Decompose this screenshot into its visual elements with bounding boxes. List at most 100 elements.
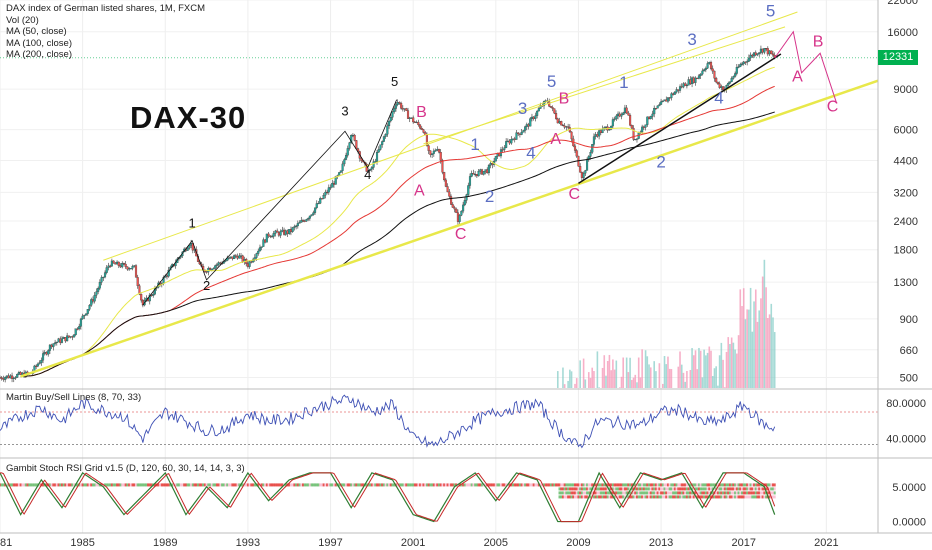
candle-body: [704, 67, 707, 70]
y-tick-label: 2400: [894, 216, 918, 228]
gambit-grid-cell: [615, 491, 618, 495]
gambit-grid-cell: [183, 483, 186, 487]
y-tick-label: 1300: [894, 277, 918, 289]
candle-body: [5, 375, 8, 378]
gambit-grid-cell: [666, 487, 669, 491]
gambit-grid-cell: [0, 483, 3, 487]
gambit-grid-cell: [570, 483, 573, 487]
gambit-grid-cell: [704, 495, 707, 499]
gambit-grid-cell: [224, 483, 227, 487]
candle-body: [296, 223, 299, 227]
candle-body: [122, 263, 126, 265]
candle-body: [622, 112, 625, 116]
gambit-grid-cell: [257, 483, 260, 487]
candle-body: [93, 294, 96, 302]
candle-body: [59, 338, 62, 343]
volume-bar: [620, 376, 623, 388]
candle-body: [584, 170, 587, 174]
gambit-grid-cell: [357, 483, 360, 487]
gambit-grid-cell: [656, 487, 659, 491]
candle-body: [431, 153, 434, 155]
gambit-grid-cell: [644, 487, 647, 491]
gambit-grid-cell: [653, 487, 656, 491]
gambit-grid-cell: [759, 491, 762, 495]
gambit-grid-cell: [673, 483, 676, 487]
candle-body: [313, 207, 317, 213]
candle-body: [50, 344, 53, 348]
gambit-grid-cell: [315, 483, 318, 487]
gambit-grid-cell: [563, 487, 566, 491]
gambit-grid-cell: [147, 483, 150, 487]
gambit-grid-cell: [66, 483, 69, 487]
gambit-grid-cell: [157, 483, 160, 487]
gambit-grid-cell: [599, 491, 602, 495]
wave-label-pink: B: [416, 104, 427, 121]
volume-bar: [606, 360, 609, 388]
gambit-grid-cell: [651, 487, 654, 491]
candle-body: [217, 262, 220, 265]
candle-body: [264, 239, 267, 243]
gambit-grid-cell: [742, 483, 745, 487]
gambit-grid-cell: [494, 483, 497, 487]
gambit-grid-cell: [568, 491, 571, 495]
gambit-grid-cell: [574, 495, 577, 499]
gambit-grid-cell: [703, 491, 706, 495]
candle-body: [470, 172, 473, 177]
candle-body: [684, 83, 687, 86]
gambit-grid-cell: [248, 483, 251, 487]
candle-body: [401, 108, 404, 110]
gambit-grid-cell: [203, 483, 206, 487]
gambit-grid-cell: [579, 487, 582, 491]
volume-bar: [608, 354, 611, 388]
wave-label-pink: A: [550, 131, 561, 148]
gambit-grid-cell: [308, 483, 311, 487]
gambit-grid-cell: [112, 483, 115, 487]
volume-bar: [765, 287, 767, 388]
candle-body: [298, 222, 301, 224]
gambit-grid-cell: [687, 491, 690, 495]
gambit-grid-cell: [603, 487, 606, 491]
gambit-grid-cell: [723, 495, 726, 499]
gambit-grid-cell: [307, 483, 310, 487]
gambit-grid-cell: [202, 483, 205, 487]
candle-body: [479, 169, 482, 172]
gambit-grid-cell: [644, 495, 647, 499]
gambit-grid-cell: [728, 483, 731, 487]
gambit-grid-cell: [587, 483, 590, 487]
gambit-grid-cell: [658, 491, 661, 495]
gambit-grid-cell: [725, 495, 728, 499]
candle-body: [133, 265, 136, 267]
gambit-grid-cell: [722, 483, 725, 487]
candle-body: [131, 265, 134, 269]
candle-body: [682, 83, 685, 88]
gambit-grid-cell: [534, 483, 537, 487]
candle-body: [300, 220, 303, 223]
candle-body: [69, 336, 72, 338]
gambit-grid-cell: [518, 483, 521, 487]
gambit-grid-cell: [153, 483, 156, 487]
gambit-grid-cell: [653, 491, 656, 495]
gambit-grid-cell: [592, 487, 595, 491]
candle-body: [375, 152, 379, 162]
volume-bar: [615, 360, 618, 388]
gambit-grid-cell: [611, 483, 614, 487]
candle-body: [88, 305, 91, 310]
candle-body: [186, 247, 189, 251]
gambit-grid-cell: [515, 483, 518, 487]
gambit-grid-cell: [570, 491, 573, 495]
candle-body: [630, 125, 633, 129]
gambit-grid-cell: [759, 495, 762, 499]
gambit-grid-cell: [358, 483, 361, 487]
candle-body: [319, 198, 322, 204]
gambit-grid-cell: [737, 491, 740, 495]
candle-body: [553, 108, 556, 114]
candle-body: [675, 89, 678, 93]
volume-bar: [601, 367, 604, 388]
gambit-grid-cell: [231, 483, 234, 487]
gambit-grid-cell: [190, 483, 193, 487]
candle-body: [604, 126, 608, 128]
gambit-grid-cell: [737, 487, 740, 491]
gambit-grid-cell: [763, 491, 766, 495]
gambit-grid-cell: [462, 483, 465, 487]
